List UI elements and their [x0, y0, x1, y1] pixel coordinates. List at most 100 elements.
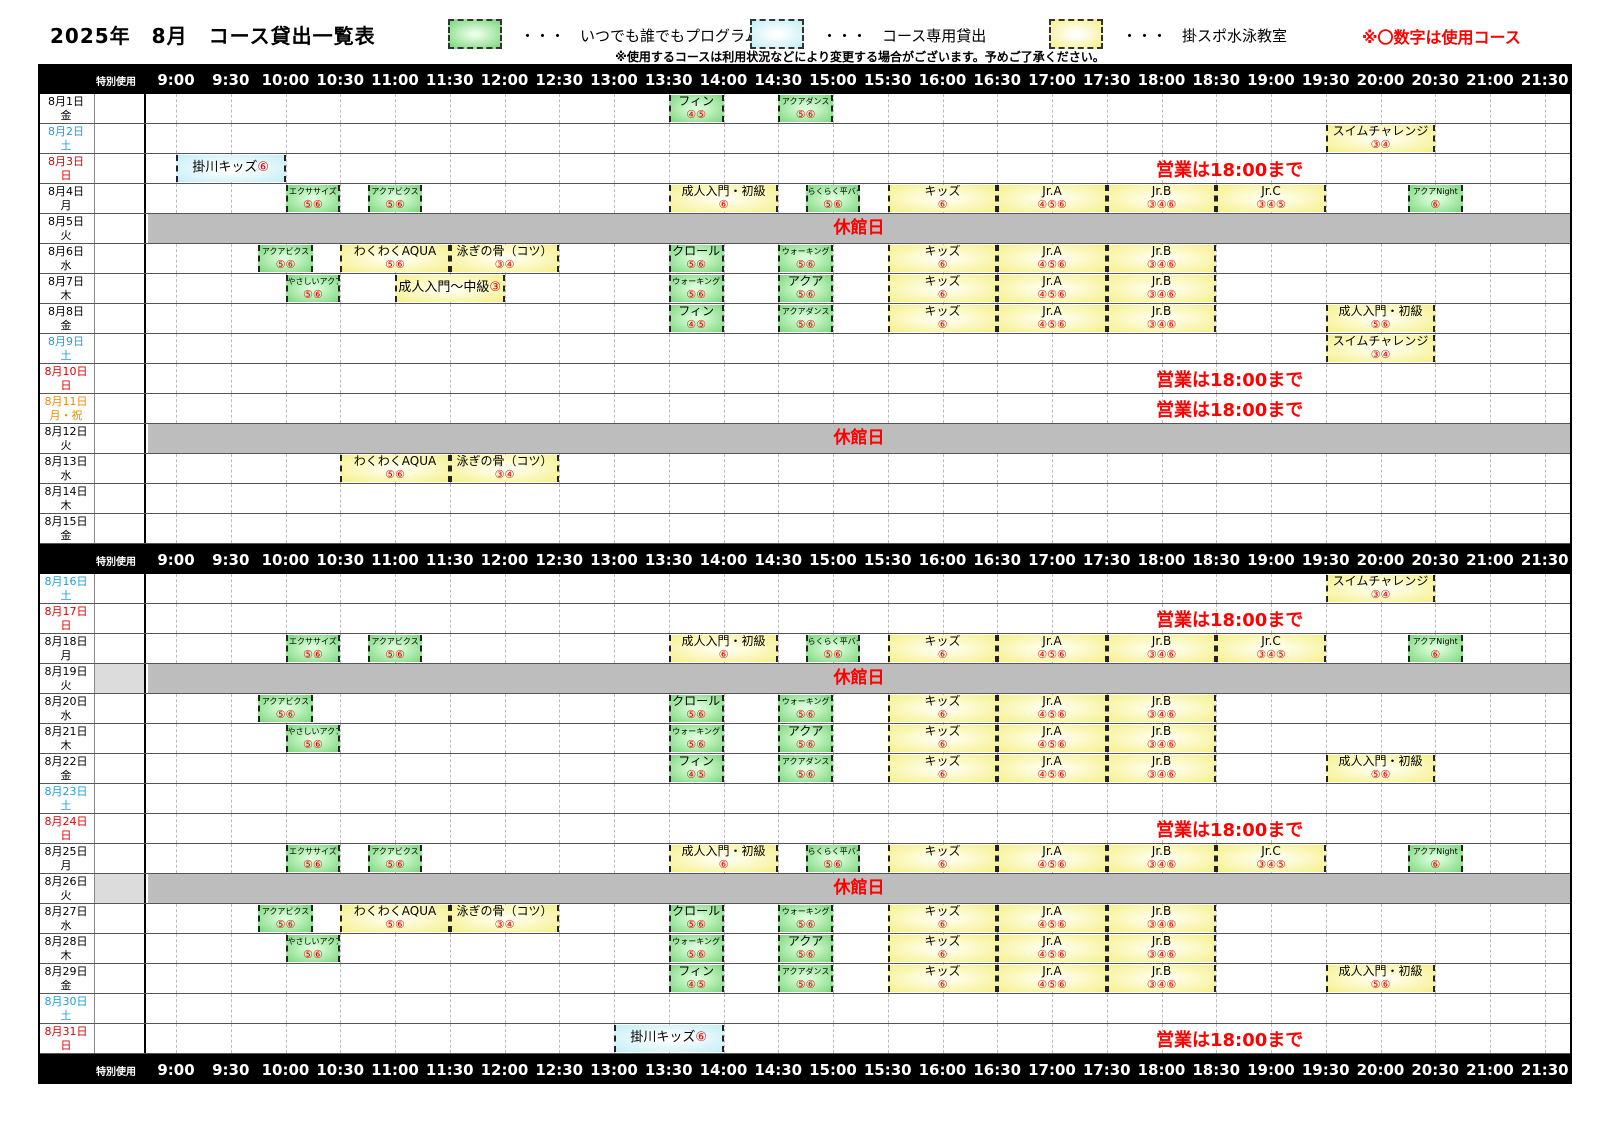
program-block[interactable]: アクアダンス ⑤⑥: [778, 95, 833, 122]
program-block[interactable]: 泳ぎの骨（コツ） ③④: [449, 455, 560, 482]
program-block[interactable]: らくらく平バタ ⑤⑥: [805, 185, 861, 212]
program-block[interactable]: フィン ④⑤: [668, 95, 724, 122]
program-block[interactable]: Jr.C ③④⑤: [1216, 185, 1326, 212]
program-block[interactable]: スイムチャレンジ ③④: [1325, 125, 1436, 152]
program-block[interactable]: アクアビクス ⑤⑥: [258, 245, 313, 272]
program-block[interactable]: キッズ ⑥: [887, 755, 998, 782]
program-name: Jr.A: [1042, 305, 1062, 318]
program-block[interactable]: スイムチャレンジ ③④: [1325, 575, 1436, 602]
program-block[interactable]: アクアビクス ⑤⑥: [367, 635, 423, 662]
program-block[interactable]: アクアNight ⑥: [1407, 845, 1463, 872]
program-block[interactable]: Jr.A ④⑤⑥: [997, 635, 1107, 662]
program-block[interactable]: アクアNight ⑥: [1407, 185, 1463, 212]
program-block[interactable]: Jr.B ③④⑥: [1106, 275, 1217, 302]
program-block[interactable]: Jr.C ③④⑤: [1216, 845, 1326, 872]
program-block[interactable]: クロール ⑤⑥: [668, 905, 724, 932]
program-block[interactable]: Jr.A ④⑤⑥: [997, 725, 1107, 752]
program-block[interactable]: ウォーキング ⑤⑥: [778, 245, 833, 272]
program-block[interactable]: Jr.B ③④⑥: [1106, 905, 1217, 932]
program-block[interactable]: ウォーキング ⑤⑥: [778, 695, 833, 722]
program-block[interactable]: フィン ④⑤: [668, 965, 724, 992]
program-block[interactable]: わくわくAQUA ⑤⑥: [340, 455, 450, 482]
program-block[interactable]: アクアダンス ⑤⑥: [778, 755, 833, 782]
program-block[interactable]: アクアビクス ⑤⑥: [367, 845, 423, 872]
program-block[interactable]: 成人入門・初級 ⑥: [668, 845, 779, 872]
program-block[interactable]: キッズ ⑥: [887, 185, 998, 212]
program-block[interactable]: Jr.A ④⑤⑥: [997, 275, 1107, 302]
program-block[interactable]: キッズ ⑥: [887, 305, 998, 332]
program-block[interactable]: キッズ ⑥: [887, 695, 998, 722]
program-block[interactable]: Jr.A ④⑤⑥: [997, 965, 1107, 992]
program-block[interactable]: 成人入門・初級 ⑥: [668, 185, 779, 212]
program-block[interactable]: アクア ⑤⑥: [778, 725, 833, 752]
program-block[interactable]: キッズ ⑥: [887, 935, 998, 962]
program-block[interactable]: Jr.A ④⑤⑥: [997, 935, 1107, 962]
program-block[interactable]: アクアダンス ⑤⑥: [778, 965, 833, 992]
day-row: 8月27日水アクアビクス ⑤⑥ わくわくAQUA ⑤⑥ 泳ぎの骨（コツ） ③④ クロール ⑤⑥…: [38, 904, 1572, 934]
program-block[interactable]: Jr.B ③④⑥: [1106, 245, 1217, 272]
program-block[interactable]: ウォーキング ⑤⑥: [778, 905, 833, 932]
program-block[interactable]: アクアNight ⑥: [1407, 635, 1463, 662]
program-block[interactable]: Jr.C ③④⑤: [1216, 635, 1326, 662]
program-block[interactable]: 成人入門・初級 ⑤⑥: [1325, 965, 1436, 992]
program-block[interactable]: やさしいアクア ⑤⑥: [285, 275, 341, 302]
program-block[interactable]: エクササイズ ⑤⑥: [285, 635, 341, 662]
program-block[interactable]: Jr.B ③④⑥: [1106, 935, 1217, 962]
program-block[interactable]: アクアビクス ⑤⑥: [367, 185, 423, 212]
program-block[interactable]: わくわくAQUA ⑤⑥: [340, 905, 450, 932]
program-block[interactable]: アクアビクス ⑤⑥: [258, 905, 313, 932]
program-block[interactable]: キッズ ⑥: [887, 725, 998, 752]
program-block[interactable]: キッズ ⑥: [887, 245, 998, 272]
program-block[interactable]: 成人入門・初級 ⑤⑥: [1325, 305, 1436, 332]
program-block[interactable]: キッズ ⑥: [887, 845, 998, 872]
program-block[interactable]: やさしいアクア ⑤⑥: [285, 725, 341, 752]
program-block[interactable]: キッズ ⑥: [887, 275, 998, 302]
program-block[interactable]: やさしいアクア ⑤⑥: [285, 935, 341, 962]
program-block[interactable]: Jr.B ③④⑥: [1106, 965, 1217, 992]
program-block[interactable]: クロール ⑤⑥: [668, 245, 724, 272]
program-block[interactable]: Jr.B ③④⑥: [1106, 755, 1217, 782]
program-block[interactable]: クロール ⑤⑥: [668, 695, 724, 722]
program-block[interactable]: フィン ④⑤: [668, 305, 724, 332]
program-block[interactable]: 泳ぎの骨（コツ） ③④: [449, 905, 560, 932]
program-block[interactable]: アクアダンス ⑤⑥: [778, 305, 833, 332]
program-block[interactable]: Jr.A ④⑤⑥: [997, 245, 1107, 272]
program-block[interactable]: フィン ④⑤: [668, 755, 724, 782]
program-block[interactable]: 成人入門・初級 ⑥: [668, 635, 779, 662]
program-block[interactable]: ウォーキング ⑤⑥: [668, 935, 724, 962]
program-block[interactable]: アクア ⑤⑥: [778, 935, 833, 962]
program-block[interactable]: Jr.A ④⑤⑥: [997, 305, 1107, 332]
program-block[interactable]: キッズ ⑥: [887, 635, 998, 662]
program-block[interactable]: ウォーキング ⑤⑥: [668, 725, 724, 752]
program-block[interactable]: Jr.B ③④⑥: [1106, 185, 1217, 212]
program-block[interactable]: スイムチャレンジ ③④: [1325, 335, 1436, 362]
program-block[interactable]: Jr.A ④⑤⑥: [997, 185, 1107, 212]
program-block[interactable]: エクササイズ ⑤⑥: [285, 185, 341, 212]
program-block[interactable]: キッズ ⑥: [887, 905, 998, 932]
program-block[interactable]: わくわくAQUA ⑤⑥: [340, 245, 450, 272]
program-block[interactable]: Jr.A ④⑤⑥: [997, 755, 1107, 782]
program-block[interactable]: Jr.B ③④⑥: [1106, 635, 1217, 662]
program-block[interactable]: 掛川キッズ⑥: [176, 155, 286, 182]
program-block[interactable]: らくらく平バタ ⑤⑥: [805, 635, 861, 662]
program-block[interactable]: Jr.B ③④⑥: [1106, 305, 1217, 332]
program-block[interactable]: Jr.A ④⑤⑥: [997, 845, 1107, 872]
course-numbers: ⑤⑥: [303, 948, 323, 961]
program-block[interactable]: 掛川キッズ⑥: [614, 1025, 724, 1052]
program-block[interactable]: 成人入門～中級③: [395, 275, 505, 302]
program-block[interactable]: エクササイズ ⑤⑥: [285, 845, 341, 872]
program-block[interactable]: Jr.A ④⑤⑥: [997, 695, 1107, 722]
program-block[interactable]: アクア ⑤⑥: [778, 275, 833, 302]
date-cell: 8月10日日: [38, 364, 94, 394]
program-block[interactable]: ウォーキング ⑤⑥: [668, 275, 724, 302]
program-block[interactable]: キッズ ⑥: [887, 965, 998, 992]
program-block[interactable]: Jr.B ③④⑥: [1106, 725, 1217, 752]
program-block[interactable]: Jr.A ④⑤⑥: [997, 905, 1107, 932]
program-block[interactable]: 泳ぎの骨（コツ） ③④: [449, 245, 560, 272]
program-block[interactable]: アクアビクス ⑤⑥: [258, 695, 313, 722]
program-block[interactable]: 成人入門・初級 ⑤⑥: [1325, 755, 1436, 782]
program-block[interactable]: Jr.B ③④⑥: [1106, 845, 1217, 872]
program-block[interactable]: らくらく平バタ ⑤⑥: [805, 845, 861, 872]
time-label: 12:30: [535, 551, 584, 569]
program-block[interactable]: Jr.B ③④⑥: [1106, 695, 1217, 722]
